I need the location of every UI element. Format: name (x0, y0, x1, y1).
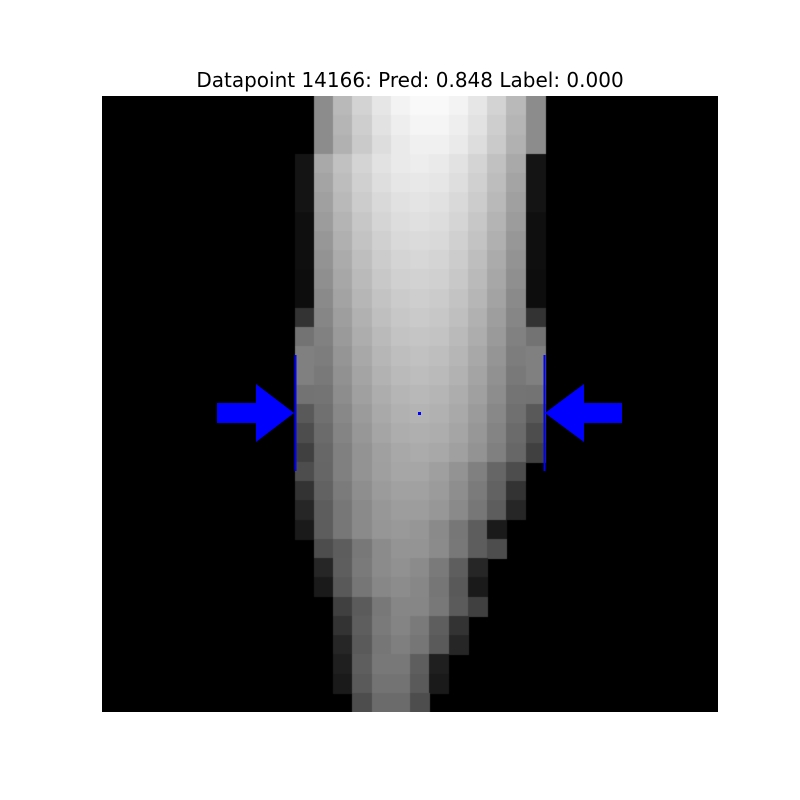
right-arrow (545, 384, 622, 442)
figure-title: Datapoint 14166: Pred: 0.848 Label: 0.00… (196, 68, 624, 92)
center-point (418, 412, 421, 415)
left-arrow (217, 384, 294, 442)
